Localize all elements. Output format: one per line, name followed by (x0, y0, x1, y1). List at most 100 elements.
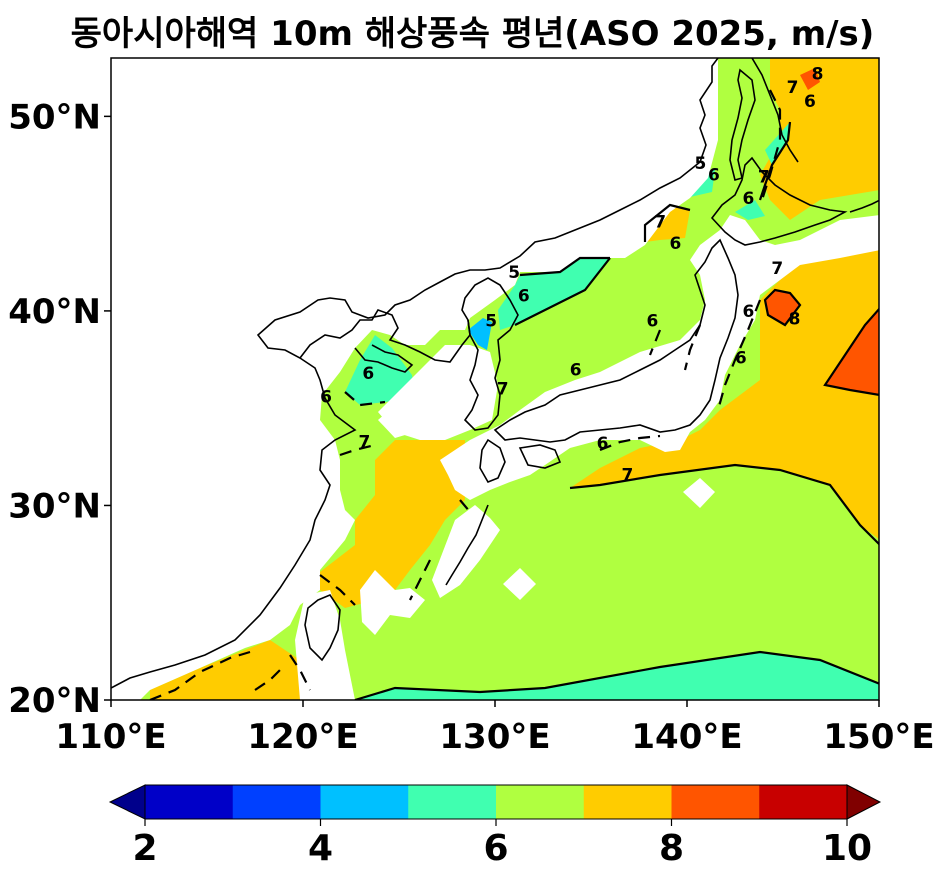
land-mask-taiwan (295, 590, 355, 700)
field-8-9-east (825, 309, 879, 395)
colorbar-bin (232, 785, 321, 819)
coastline-kyushu (479, 438, 506, 484)
colorbar-bin (408, 785, 497, 819)
colorbar-tick-label: 4 (308, 828, 333, 869)
contour-label: 6 (708, 166, 720, 186)
land-mask-mainland (111, 58, 718, 700)
colorbar-bin (583, 785, 672, 819)
contour-label: 7 (758, 168, 770, 188)
y-tick-label: 20°N (8, 681, 101, 721)
x-tick-label: 130°E (439, 717, 550, 757)
contour-6-south (354, 650, 879, 700)
y-axis-ticks: 20°N 30°N 40°N 50°N (8, 97, 111, 721)
colorbar-bin (671, 785, 760, 819)
contour-label: 8 (789, 310, 801, 330)
y-tick-label: 50°N (8, 97, 101, 137)
colorbar-tick-label: 10 (822, 828, 872, 869)
field-4-5-korea (468, 318, 492, 350)
land-mask-jeju (378, 405, 415, 438)
x-tick-label: 120°E (247, 717, 358, 757)
field-7-8-south-japan (570, 220, 879, 540)
field-5-6-kuril (735, 200, 765, 220)
contour-label: 6 (320, 388, 332, 408)
y-tick-label: 30°N (8, 486, 101, 526)
land-mask-japan (440, 215, 879, 500)
contour-label: 6 (518, 286, 530, 306)
field-5-6-east-sea (498, 258, 610, 330)
contour-label: 7 (787, 78, 799, 98)
contour-7-ecs-dashed (149, 434, 661, 700)
contour-8-east (823, 307, 879, 396)
colorbar-bin (496, 785, 585, 819)
contour-label: 5 (695, 154, 707, 174)
coastline-kamchatka-north (751, 58, 799, 163)
contour-6-okhotsk (758, 121, 792, 201)
colorbar-bin (320, 785, 409, 819)
coastline-honshu (493, 238, 739, 443)
contour-label: 7 (771, 259, 783, 279)
contour-8-offsanriku (763, 288, 802, 327)
field-5-6-okhotsk (765, 122, 790, 165)
coastline-china (111, 58, 719, 689)
contour-7-south-japan (569, 463, 879, 546)
field-7-8-northeast (760, 58, 879, 220)
contour-lines (149, 89, 879, 700)
contour-label: 7 (497, 380, 509, 400)
contour-label: 6 (735, 349, 747, 369)
colorbar-tick-label: 2 (132, 828, 157, 869)
contour-label: 7 (654, 212, 666, 232)
contour-label: 7 (622, 465, 634, 485)
coastline-hokkaido (710, 156, 848, 246)
contour-label: 6 (570, 360, 582, 380)
field-7-8-ecs (320, 440, 465, 608)
x-tick-label: 140°E (631, 717, 742, 757)
contour-label: 6 (647, 312, 659, 332)
map-title: 동아시아해역 10m 해상풍속 평년(ASO 2025, m/s) (70, 14, 875, 54)
coastline-sakhalin (729, 68, 756, 181)
contour-6-east-sea (514, 256, 611, 326)
field-7-8-scs (150, 640, 320, 700)
field-8-9-north (800, 68, 820, 90)
colorbar-under-arrow (108, 784, 146, 820)
contour-label: 5 (485, 312, 497, 332)
x-axis-ticks: 110°E 120°E 130°E 140°E 150°E (55, 700, 935, 757)
coastline-taiwan (304, 594, 341, 662)
land-mask-okinawa (360, 570, 425, 635)
coastline-ryukyu (445, 504, 489, 586)
contour-label: 7 (359, 432, 371, 452)
colorbar-bin (145, 785, 234, 819)
colorbar-tick-label: 6 (483, 828, 508, 869)
field-5-6-south (355, 652, 879, 700)
colorbar-over-arrow (846, 784, 882, 820)
colorbar-tick-label: 8 (659, 828, 684, 869)
contour-label: 6 (670, 234, 682, 254)
coastline-kurils (849, 199, 879, 213)
coastline-bohai (299, 309, 471, 363)
contour-label: 6 (743, 302, 755, 322)
contour-label: 6 (804, 92, 816, 112)
colorbar-bin (759, 785, 848, 819)
y-tick-label: 40°N (8, 292, 101, 332)
land-mask-small-island-1 (683, 478, 715, 508)
contour-label: 6 (597, 434, 609, 454)
contour-label: 8 (812, 65, 824, 85)
field-5-6-yellow-sea (345, 335, 415, 405)
contour-7-soj (643, 203, 691, 242)
coastline-shikoku (518, 444, 562, 469)
x-tick-label: 150°E (823, 717, 934, 757)
contour-label: 6 (362, 364, 374, 384)
field-7-8-soj (645, 205, 690, 242)
contour-label: 6 (743, 189, 755, 209)
coastline-korea (461, 277, 519, 431)
contour-7-east-dashed (716, 89, 782, 411)
x-tick-label: 110°E (55, 717, 166, 757)
colorbar: 2 4 6 8 10 (108, 784, 882, 869)
contour-6-dashed (344, 324, 702, 407)
coastlines (111, 58, 879, 689)
coastline-shandong (354, 344, 414, 373)
contour-label: 5 (508, 263, 520, 283)
land-mask-small-island-2 (503, 568, 536, 600)
